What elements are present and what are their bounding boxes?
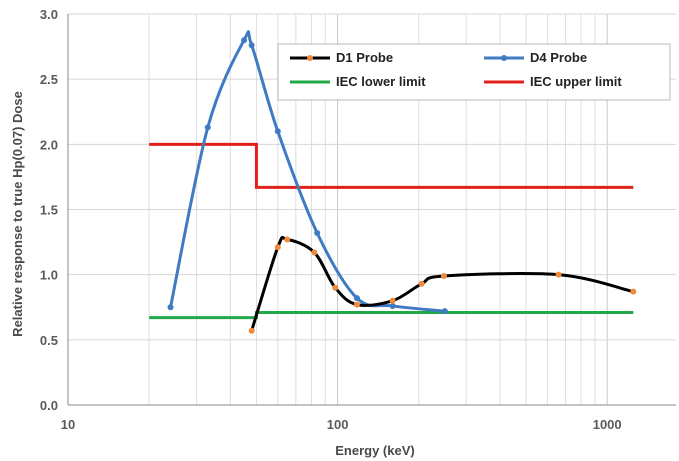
y-tick-label: 3.0 <box>40 7 58 22</box>
legend: D1 Probe D4 Probe IEC lower limit IEC upper… <box>277 43 671 101</box>
d4-probe-point <box>248 42 255 49</box>
d1-probe-point <box>555 271 562 278</box>
d4-probe-point <box>389 302 396 309</box>
d4-probe-point <box>314 229 321 236</box>
legend-label-iec-upper-limit: IEC upper limit <box>530 74 622 89</box>
iec-upper-limit-line <box>149 142 634 189</box>
legend-label-iec-lower-limit: IEC lower limit <box>336 74 426 89</box>
y-tick-label: 0.0 <box>40 398 58 413</box>
d4-probe-point <box>204 124 211 131</box>
y-tick-label: 2.5 <box>40 72 58 87</box>
legend-label-d4-probe: D4 Probe <box>530 50 587 65</box>
y-tick-label: 2.0 <box>40 137 58 152</box>
d1-probe-point <box>248 327 255 334</box>
d4-probe-point <box>353 295 360 302</box>
tick-labels: 0.0 0.5 1.0 1.5 2.0 2.5 3.0 10 100 1000 <box>40 7 622 432</box>
x-tick-label: 1000 <box>593 417 622 432</box>
d4-probe-point <box>274 128 281 135</box>
d1-probe-point <box>418 280 425 287</box>
legend-marker-d1-probe <box>307 55 313 61</box>
d1-probe-point <box>332 284 339 291</box>
d1-probe-point <box>440 272 447 279</box>
d1-probe-point <box>274 244 281 251</box>
iec-lower-limit-line <box>149 310 634 320</box>
series <box>149 30 637 334</box>
d4-probe-point <box>167 304 174 311</box>
y-tick-label: 1.5 <box>40 203 58 218</box>
d1-probe-point <box>311 249 318 256</box>
legend-marker-d4-probe <box>501 55 507 61</box>
d1-probe-point <box>353 301 360 308</box>
x-axis-title: Energy (keV) <box>335 443 414 458</box>
d1-probe-point <box>389 297 396 304</box>
d4-probe-point <box>441 308 448 315</box>
legend-box <box>277 43 671 101</box>
legend-label-d1-probe: D1 Probe <box>336 50 393 65</box>
axes <box>67 14 676 406</box>
d1-probe-point <box>284 236 291 243</box>
d1-probe-point <box>630 288 637 295</box>
y-axis-title: Relative response to true Hp(0.07) Dose <box>10 91 25 337</box>
d1-probe-line <box>250 235 634 332</box>
x-tick-label: 10 <box>61 417 75 432</box>
y-tick-label: 0.5 <box>40 333 58 348</box>
y-tick-label: 1.0 <box>40 268 58 283</box>
d4-probe-point <box>241 37 248 44</box>
x-tick-label: 100 <box>327 417 349 432</box>
